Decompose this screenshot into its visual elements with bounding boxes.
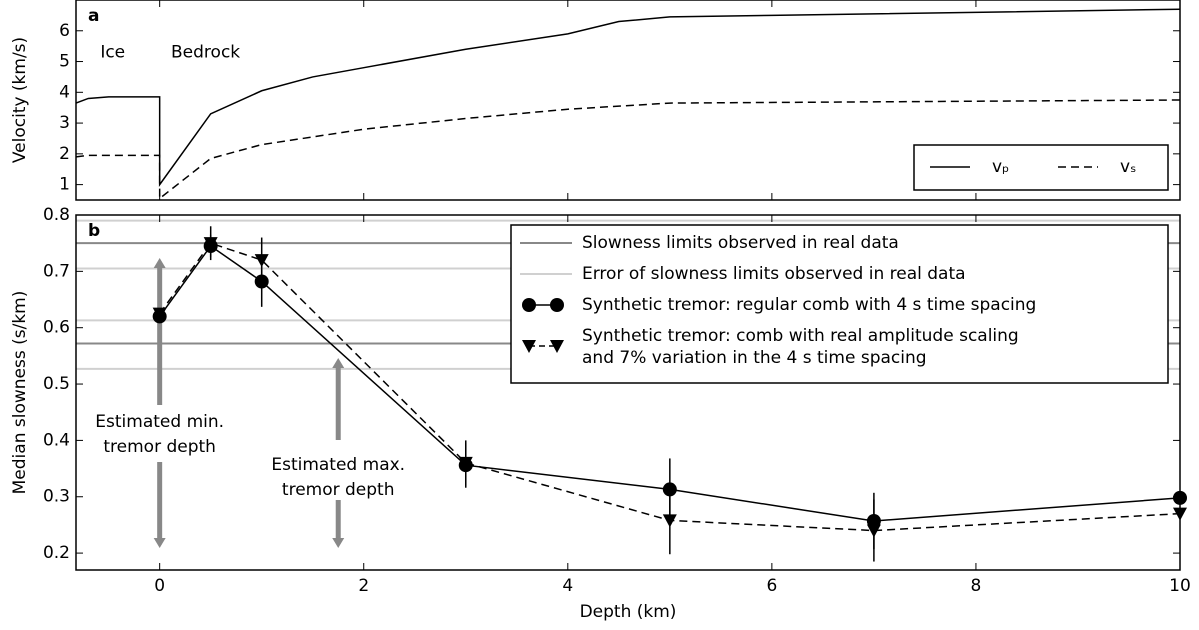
x-tick-label: 4 [562, 576, 573, 596]
y-axis-label: Median slowness (s/km) [10, 291, 30, 495]
legend-label: and 7% variation in the 4 s time spacing [582, 348, 927, 368]
legend-box [510, 224, 1169, 384]
marker [203, 237, 218, 251]
y-tick-label: 6 [59, 21, 70, 41]
x-tick-label: 10 [1169, 576, 1191, 596]
arrow-head [332, 538, 345, 548]
annotation: Estimated max. [271, 455, 405, 475]
y-tick-label: 2 [59, 144, 70, 164]
marker [458, 456, 473, 470]
x-axis-label: Depth (km) [580, 602, 677, 622]
annotation: tremor depth [282, 480, 395, 500]
y-tick-label: 1 [59, 175, 70, 195]
y-tick-label: 0.7 [43, 261, 70, 281]
y-tick-label: 0.8 [43, 205, 70, 225]
legend-label: vₛ [1120, 157, 1136, 177]
legend-marker [522, 298, 536, 312]
y-tick-label: 0.6 [43, 318, 70, 338]
y-axis-label: Velocity (km/s) [10, 37, 30, 163]
marker [152, 307, 167, 321]
x-tick-label: 6 [766, 576, 777, 596]
arrow-head [153, 258, 166, 268]
y-tick-label: 0.5 [43, 374, 70, 394]
arrow-head [332, 358, 345, 368]
annotation: Estimated min. [95, 412, 224, 432]
marker [1173, 507, 1187, 521]
y-tick-label: 0.3 [43, 487, 70, 507]
legend-label: Error of slowness limits observed in rea… [582, 264, 966, 284]
x-tick-label: 2 [358, 576, 369, 596]
legend-label: Synthetic tremor: regular comb with 4 s … [582, 295, 1036, 315]
y-tick-label: 5 [59, 52, 70, 72]
series-line [75, 8, 1181, 187]
annotation: tremor depth [103, 437, 216, 457]
x-tick-label: 0 [154, 576, 165, 596]
legend-marker [550, 298, 564, 312]
y-tick-label: 3 [59, 113, 70, 133]
panel-label: b [88, 221, 100, 241]
annotation: Bedrock [171, 42, 240, 62]
series-line [75, 99, 1181, 201]
y-tick-label: 4 [59, 82, 70, 102]
marker [254, 254, 269, 268]
legend-swatch [522, 298, 564, 312]
legend-label: Slowness limits observed in real data [582, 233, 899, 253]
y-tick-label: 0.2 [43, 543, 70, 563]
marker [866, 524, 881, 538]
arrow-head [153, 538, 166, 548]
legend-marker [522, 340, 536, 353]
legend-label: Synthetic tremor: comb with real amplitu… [582, 326, 1019, 346]
annotation: Ice [100, 42, 125, 62]
legend-label: vₚ [992, 157, 1009, 177]
legend-swatch [522, 340, 564, 353]
legend-marker [550, 340, 564, 353]
panel-label: a [88, 6, 99, 26]
y-tick-label: 0.4 [43, 430, 70, 450]
plot-frame [75, 0, 1181, 201]
marker [662, 514, 677, 528]
marker [1173, 490, 1187, 505]
x-tick-label: 8 [971, 576, 982, 596]
plot-frame [75, 214, 1181, 571]
